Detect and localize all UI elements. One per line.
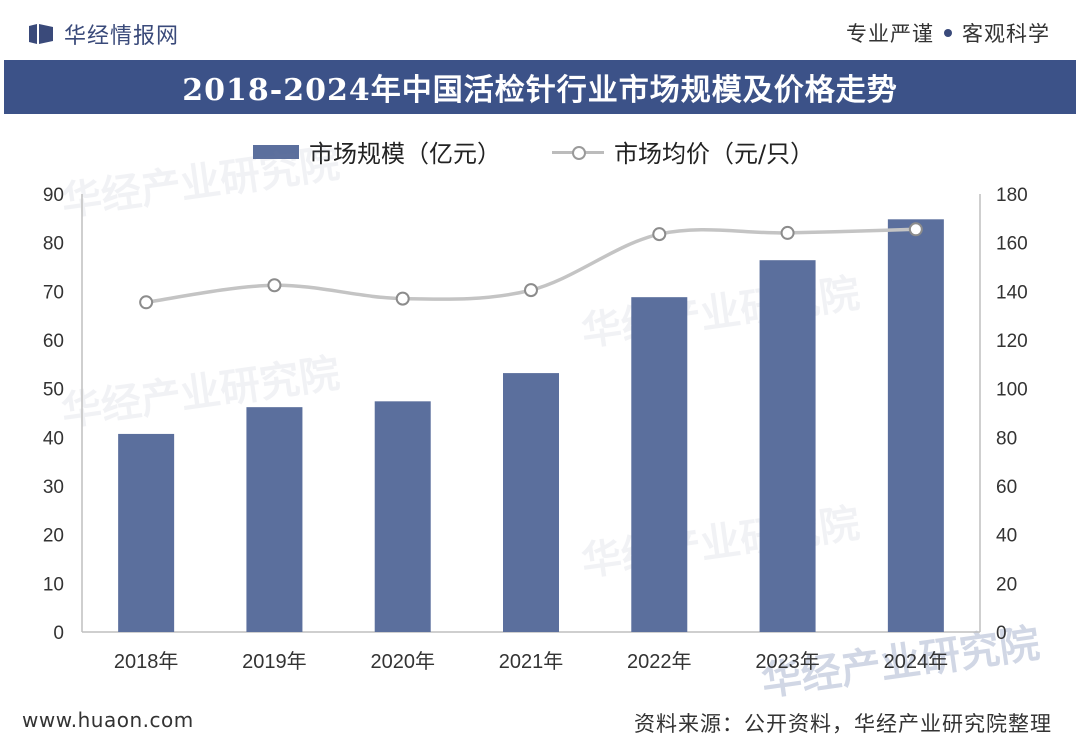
right-tick-label: 180	[996, 185, 1028, 206]
legend-item-line: 市场均价（元/只）	[552, 134, 814, 169]
category-label: 2022年	[627, 650, 692, 673]
price-point-2020年	[395, 291, 410, 306]
category-label: 2024年	[884, 650, 949, 673]
bar-2024年	[887, 219, 944, 632]
left-tick-label: 60	[43, 331, 64, 352]
left-tick-label: 90	[43, 185, 64, 206]
legend-line-label: 市场均价（元/只）	[614, 140, 815, 168]
right-tick-label: 100	[996, 380, 1028, 401]
slogan: 专业严谨 客观科学	[846, 18, 1050, 48]
right-tick-label: 140	[996, 282, 1028, 303]
price-point-2019年	[267, 278, 282, 293]
category-label: 2018年	[114, 650, 179, 673]
chart-title: 2018-2024年中国活检针行业市场规模及价格走势	[182, 73, 898, 108]
right-tick-label: 80	[996, 428, 1017, 449]
legend-line-swatch	[552, 145, 604, 160]
right-tick-label: 0	[996, 623, 1007, 644]
brand: 华经情报网	[28, 18, 179, 50]
right-tick-label: 160	[996, 234, 1028, 255]
price-point-2018年	[139, 295, 154, 310]
left-tick-label: 20	[43, 526, 64, 547]
left-tick-label: 10	[43, 574, 64, 595]
price-point-2024年	[908, 222, 923, 237]
legend-item-bar: 市场规模（亿元）	[253, 134, 501, 169]
brand-name: 华经情报网	[64, 24, 180, 49]
legend-bar-swatch	[253, 144, 299, 159]
top-bar: 华经情报网 专业严谨 客观科学	[0, 0, 1080, 62]
bar-2023年	[759, 260, 816, 632]
category-label: 2020年	[370, 650, 435, 673]
legend: 市场规模（亿元） 市场均价（元/只）	[0, 134, 1080, 168]
right-tick-label: 120	[996, 331, 1028, 352]
bar-2020年	[374, 401, 431, 632]
bar-2022年	[631, 297, 688, 632]
footer-source: 资料来源：公开资料，华经产业研究院整理	[634, 712, 1052, 736]
left-tick-label: 50	[43, 380, 64, 401]
bar-2018年	[118, 433, 175, 632]
bar-2021年	[503, 373, 559, 632]
price-point-2022年	[652, 227, 667, 242]
slogan-dot-icon	[944, 29, 952, 37]
slogan-left: 专业严谨	[846, 22, 934, 46]
title-band: 2018-2024年中国活检针行业市场规模及价格走势	[4, 60, 1076, 114]
right-tick-label: 60	[996, 477, 1017, 498]
left-tick-label: 40	[43, 428, 64, 449]
right-tick-label: 20	[996, 574, 1017, 595]
left-tick-label: 30	[43, 477, 64, 498]
left-tick-label: 70	[43, 282, 64, 303]
footer-url: www.huaon.com	[22, 708, 194, 732]
price-point-2023年	[780, 225, 795, 240]
left-tick-label: 0	[53, 623, 64, 644]
price-point-2021年	[524, 283, 538, 298]
left-tick-label: 80	[43, 234, 64, 255]
legend-bar-label: 市场规模（亿元）	[309, 140, 501, 168]
chart: 0 10 20 30 40 50 60 70 80 90 0 20 40 60 80 100 120 140 160…	[43, 185, 1028, 673]
slogan-right: 客观科学	[962, 22, 1050, 46]
category-label: 2019年	[242, 650, 307, 673]
category-label: 2021年	[499, 650, 564, 673]
brand-logo-icon	[29, 24, 53, 44]
right-tick-label: 40	[996, 526, 1017, 547]
category-label: 2023年	[755, 650, 820, 673]
bar-2019年	[246, 407, 303, 632]
